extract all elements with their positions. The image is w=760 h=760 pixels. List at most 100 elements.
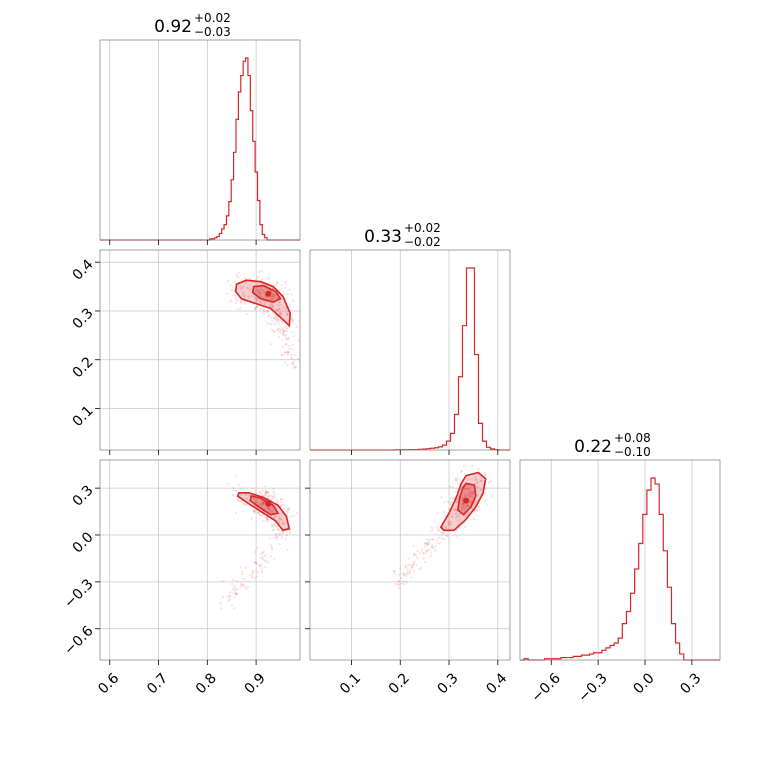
sample-point (263, 559, 267, 562)
sample-point (271, 319, 274, 322)
sample-point (276, 318, 279, 321)
sample-point (277, 304, 280, 307)
sample-point (242, 585, 246, 588)
sample-point (282, 306, 285, 309)
param-title-median: 0.22 (574, 437, 612, 457)
sample-point (266, 491, 269, 494)
sample-point (271, 303, 274, 306)
sample-point (262, 303, 266, 306)
sample-point (470, 492, 474, 496)
sample-point (412, 544, 416, 548)
sample-point (250, 294, 254, 298)
sample-point (276, 527, 279, 530)
sample-point (460, 507, 463, 510)
sample-point (398, 583, 401, 586)
sample-point (234, 293, 237, 297)
sample-point (450, 515, 454, 518)
sample-point (268, 537, 272, 540)
sample-point (271, 306, 275, 309)
sample-point (474, 499, 477, 503)
sample-point (232, 486, 235, 490)
sample-point (424, 542, 427, 545)
sample-point (247, 296, 251, 300)
sample-point (292, 299, 295, 302)
sample-point (442, 532, 446, 535)
sample-point (470, 518, 474, 521)
sample-point (240, 300, 243, 303)
sample-point (232, 493, 235, 496)
x-tick-label: −0.3 (575, 670, 610, 705)
sample-point (290, 330, 294, 334)
sample-point (265, 496, 269, 499)
sample-point (236, 308, 240, 311)
sample-point (273, 493, 277, 496)
sample-point (271, 297, 274, 301)
sample-point (240, 288, 243, 291)
sample-point (290, 293, 293, 296)
sample-point (241, 286, 245, 290)
sample-point (250, 517, 253, 521)
sample-point (257, 305, 260, 308)
sample-point (455, 512, 458, 515)
sample-point (430, 543, 434, 546)
sample-point (270, 323, 274, 326)
sample-point (274, 308, 277, 312)
sample-point (469, 500, 472, 503)
sample-point (484, 487, 487, 490)
sample-point (241, 292, 245, 295)
sample-point (288, 528, 292, 532)
sample-point (255, 299, 258, 302)
sample-point (461, 505, 464, 508)
sample-point (450, 500, 453, 504)
sample-point (261, 502, 264, 505)
sample-point (233, 596, 236, 599)
sample-point (291, 343, 294, 347)
sample-point (262, 308, 265, 311)
sample-point (278, 301, 281, 304)
sample-point (254, 561, 257, 565)
sample-point (257, 291, 260, 294)
sample-point (240, 573, 244, 576)
sample-point (404, 566, 408, 569)
sample-point (463, 508, 466, 512)
sample-point (267, 508, 270, 511)
sample-point (270, 548, 274, 551)
sample-point (257, 298, 261, 301)
sample-point (280, 522, 284, 525)
sample-point (271, 304, 275, 308)
sample-point (450, 515, 454, 519)
sample-point (282, 329, 285, 333)
sample-point (241, 510, 244, 513)
sample-point (256, 570, 259, 574)
sample-point (455, 499, 459, 502)
sample-point (259, 491, 263, 494)
sample-point (258, 289, 261, 292)
sample-point (278, 516, 281, 519)
sample-point (279, 307, 283, 310)
y-tick-label: 0.0 (70, 529, 97, 556)
sample-point (459, 518, 462, 522)
sample-point (425, 552, 428, 555)
sample-point (235, 592, 238, 595)
sample-point (401, 572, 405, 576)
sample-point (273, 516, 277, 519)
sample-point (232, 592, 236, 595)
sample-point (461, 502, 465, 505)
sample-point (460, 508, 464, 511)
sample-point (290, 362, 293, 366)
sample-point (250, 576, 254, 579)
sample-point (240, 500, 243, 503)
sample-point (282, 329, 286, 332)
sample-point (238, 500, 242, 503)
sample-point (429, 530, 432, 533)
sample-point (470, 494, 473, 497)
sample-point (272, 316, 276, 319)
sample-point (449, 485, 452, 488)
sample-point (407, 557, 410, 561)
sample-point (436, 542, 439, 545)
sample-point (470, 492, 474, 495)
sample-point (273, 323, 277, 326)
sample-point (286, 313, 289, 316)
sample-point (259, 294, 262, 297)
sample-point (456, 501, 459, 504)
